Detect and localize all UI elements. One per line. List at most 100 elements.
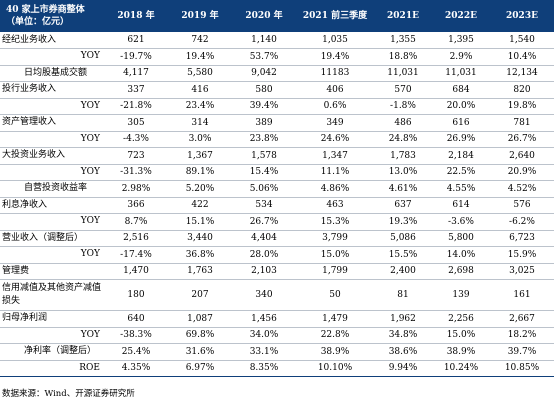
table-cell: 3,440 (187, 233, 213, 244)
table-row: 归母净利润 640 1,087 1,456 1,479 1,962 2,256 2,667 (0, 311, 554, 327)
table-cell: 207 (191, 290, 209, 300)
source-note: 数据来源：Wind、开源证券研究所 (2, 389, 135, 399)
row-label: ROE (79, 362, 100, 373)
table-cell: 8.35% (249, 363, 279, 374)
table-cell: 684 (452, 84, 470, 95)
table-cell: 24.6% (320, 134, 350, 145)
table-cell: 20.9% (507, 167, 537, 178)
row-label: YOY (80, 100, 100, 111)
table-cell: 15.0% (446, 330, 476, 341)
table-cell: 1,035 (322, 35, 348, 45)
table-cell: 1,540 (509, 35, 535, 45)
table-cell: 39.7% (507, 346, 537, 357)
table-cell: 4.86% (320, 183, 350, 194)
table-cell: 6.97% (185, 363, 215, 374)
table-cell: 5.20% (185, 183, 215, 194)
table-cell: 1,578 (251, 150, 277, 161)
table-cell: 50 (329, 290, 341, 300)
table-cell: 1,962 (390, 313, 416, 324)
table-cell: 6,723 (509, 233, 535, 244)
table-cell: 38.6% (388, 346, 418, 357)
table-row: 日均股基成交额 4,117 5,580 9,042 11183 11,031 11,031 1… (0, 65, 554, 82)
table-row: 资产管理收入 305 314 389 349 486 616 781 (0, 115, 554, 131)
column-header: 2022E (445, 11, 477, 21)
table-cell: 314 (191, 117, 209, 128)
table-cell: 15.3% (320, 216, 350, 227)
table-row: 经纪业务收入 621 742 1,140 1,035 1,355 1,395 1,540 (0, 32, 554, 49)
table-cell: 4,404 (251, 233, 277, 244)
table-cell: 580 (255, 84, 273, 95)
table-cell: 25.4% (121, 346, 151, 357)
table-cell: 11,031 (445, 68, 477, 79)
column-header: 2018 年 (117, 11, 155, 21)
table-cell: 1,087 (187, 313, 213, 324)
row-label: YOY (80, 329, 100, 340)
table-cell: 2,698 (448, 266, 474, 277)
table-cell: 1,395 (448, 35, 474, 45)
table-cell: 5,086 (390, 233, 416, 244)
table-cell: 1,479 (322, 313, 348, 324)
table-cell: 34.0% (249, 330, 279, 341)
table-cell: 69.8% (185, 330, 215, 341)
table-header-row: 40 家上市券商整体 （单位：亿元） 2018 年 2019 年 2020 年 … (0, 0, 554, 32)
table-cell: 11.1% (320, 167, 350, 178)
table-unit: （单位：亿元） (6, 17, 70, 27)
table-cell: 81 (397, 290, 409, 300)
row-label: YOY (80, 216, 100, 227)
table-cell: 416 (191, 84, 209, 95)
row-label: 净利率（调整后） (24, 346, 97, 357)
table-cell: 4,117 (123, 68, 149, 79)
row-label: YOY (80, 51, 100, 62)
table-cell: 15.1% (185, 216, 215, 227)
row-label: 资产管理收入 (2, 117, 57, 128)
table-cell: 4.61% (388, 183, 418, 194)
table-cell: 1,367 (187, 150, 213, 161)
table-row: 营业收入（调整后） 2,516 3,440 4,404 3,799 5,086 5,800 6… (0, 230, 554, 247)
table-cell: -1.8% (390, 101, 416, 112)
table-cell: 2.9% (449, 51, 473, 62)
table-cell: 23.4% (185, 101, 215, 112)
table-cell: 13.0% (388, 167, 418, 178)
table-cell: -17.4% (120, 249, 152, 260)
table-cell: 4.55% (446, 183, 476, 194)
table-cell: 534 (255, 200, 273, 211)
row-label: 自营投资收益率 (24, 183, 88, 194)
table-cell: 23.8% (249, 134, 279, 145)
table-cell: 18.8% (388, 51, 418, 62)
table-cell: 616 (452, 117, 470, 128)
table-cell: 3.0% (188, 134, 212, 145)
table-cell: 614 (452, 200, 470, 211)
table-cell: 640 (127, 313, 145, 324)
table-cell: 3,799 (322, 233, 348, 244)
table-cell: -19.7% (120, 51, 152, 62)
row-label: 投行业务收入 (2, 84, 57, 95)
table-cell: 8.7% (124, 216, 148, 227)
table-cell: 1,799 (322, 266, 348, 277)
row-label: 营业收入（调整后） (2, 232, 84, 243)
table-cell: 463 (326, 200, 344, 211)
table-cell: 781 (513, 117, 531, 128)
table-cell: -3.6% (448, 216, 474, 227)
table-cell: 15.4% (249, 167, 279, 178)
table-cell: -6.2% (509, 216, 535, 227)
table-cell: 24.8% (388, 134, 418, 145)
table-cell: 2.98% (121, 183, 151, 194)
column-header: 2020 年 (245, 11, 283, 21)
table-cell: 22.5% (446, 167, 476, 178)
table-cell: 1,355 (390, 35, 416, 45)
table-cell: 1,456 (251, 313, 277, 324)
table-cell: 2,103 (251, 266, 277, 277)
table-row: YOY -17.4% 36.8% 28.0% 15.0% 15.5% 14.0% 15.9% (0, 247, 554, 263)
table-row: 利息净收入 366 422 534 463 637 614 576 (0, 197, 554, 214)
table-cell: 26.7% (507, 134, 537, 145)
table-cell: 1,783 (390, 150, 416, 161)
table-cell: 389 (255, 117, 273, 128)
row-label: YOY (80, 166, 100, 177)
row-label: 归母净利润 (2, 313, 48, 324)
table-row: ROE 4.35% 6.97% 8.35% 10.10% 9.94% 10.24% 10.85… (0, 360, 554, 377)
table-cell: 5,580 (187, 68, 213, 79)
broker-earnings-table: 40 家上市券商整体 （单位：亿元） 2018 年 2019 年 2020 年 … (0, 0, 554, 377)
table-cell: 570 (394, 84, 412, 95)
table-cell: 15.9% (507, 249, 537, 260)
